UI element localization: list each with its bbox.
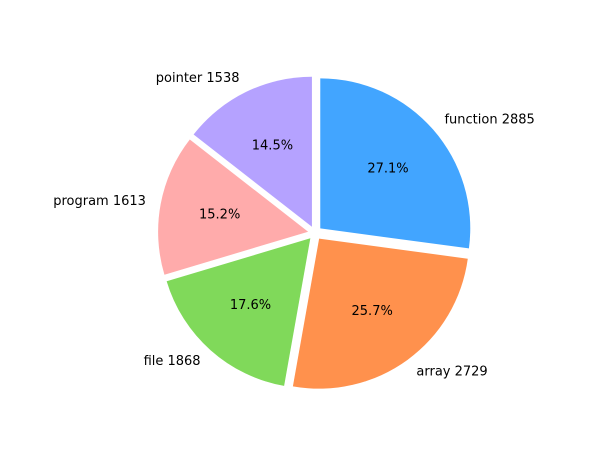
pie-slice-file — [166, 238, 311, 386]
pie-slice-array — [292, 238, 468, 389]
pie-percent-label-file: 17.6% — [230, 298, 271, 313]
pie-percent-label-function: 27.1% — [367, 162, 408, 177]
pie-slice-label-array: array 2729 — [416, 364, 487, 379]
slices-layer — [158, 76, 471, 389]
pie-slice-label-file: file 1868 — [144, 354, 201, 369]
pie-slice-pointer — [193, 76, 312, 227]
pie-percent-label-array: 25.7% — [352, 304, 393, 319]
pie-percent-label-pointer: 14.5% — [252, 138, 293, 153]
pie-percent-label-program: 15.2% — [199, 208, 240, 223]
pie-slice-label-function: function 2885 — [444, 112, 534, 127]
pie-slice-label-program: program 1613 — [53, 194, 146, 209]
pie-slice-function — [320, 78, 471, 249]
labels-layer: 27.1% function 2885 25.7% array 2729 17.6% fi… — [53, 71, 535, 379]
pie-slice-program — [158, 139, 309, 275]
pie-slice-label-pointer: pointer 1538 — [156, 71, 240, 86]
